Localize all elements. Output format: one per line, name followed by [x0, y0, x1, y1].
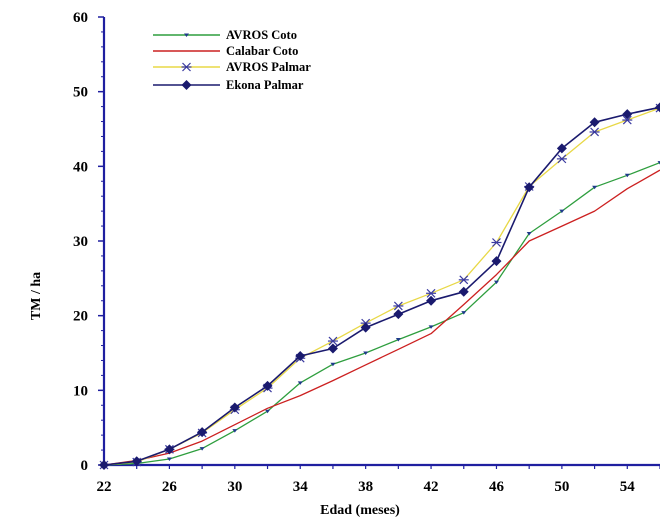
legend-item: Calabar Coto [153, 44, 298, 58]
data-point [624, 173, 630, 178]
data-point [181, 62, 192, 72]
data-point [166, 457, 172, 462]
data-point [622, 109, 633, 120]
x-ticks: 22 26 30 34 38 42 46 50 54 [97, 465, 660, 495]
data-point [393, 309, 404, 320]
legend-label: AVROS Coto [226, 28, 297, 42]
data-point [592, 185, 598, 190]
y-tick-label: 40 [73, 159, 88, 175]
data-point [589, 117, 600, 128]
data-point [297, 381, 303, 385]
y-ticks: 0 10 20 30 40 50 60 [73, 10, 104, 474]
x-tick-label: 22 [97, 479, 112, 495]
y-tick-label: 50 [73, 85, 88, 101]
data-point [262, 380, 273, 391]
series-ekona-palmar [99, 102, 660, 470]
data-point [458, 275, 469, 285]
y-tick-label: 60 [73, 10, 88, 26]
data-point [229, 402, 240, 413]
legend-item: AVROS Palmar [153, 60, 311, 74]
data-point [491, 256, 502, 267]
legend: AVROS Coto Calabar Coto AVROS Palmar Ekona … [153, 28, 311, 92]
legend-item: Ekona Palmar [153, 78, 304, 92]
data-point [655, 102, 660, 113]
data-point [559, 209, 565, 214]
data-point [458, 286, 469, 297]
data-point [295, 350, 306, 361]
data-point [556, 143, 567, 154]
x-tick-label: 50 [554, 479, 569, 495]
data-point [556, 154, 567, 164]
data-point [428, 325, 434, 329]
x-tick-label: 46 [489, 479, 505, 495]
data-point [524, 182, 535, 193]
x-tick-label: 38 [358, 479, 373, 495]
x-tick-label: 26 [162, 479, 178, 495]
data-point [360, 322, 371, 333]
data-point [265, 409, 271, 414]
series-avros-coto [101, 161, 660, 467]
series-line [103, 169, 660, 466]
data-point [327, 336, 338, 346]
series-line [103, 107, 660, 466]
legend-item: AVROS Coto [153, 28, 297, 42]
data-point [131, 456, 142, 467]
data-point [363, 351, 369, 355]
data-point [426, 288, 437, 298]
data-point [491, 238, 502, 247]
y-tick-label: 0 [81, 458, 89, 474]
y-tick-label: 20 [73, 309, 88, 325]
data-point [589, 127, 600, 137]
data-point [184, 33, 189, 37]
data-point [181, 80, 192, 90]
series-line [103, 106, 660, 466]
y-tick-label: 30 [73, 234, 88, 250]
minor-ticks [101, 31, 104, 451]
data-point [164, 444, 175, 455]
data-point [330, 362, 336, 367]
data-point [327, 343, 338, 354]
data-point [461, 311, 467, 315]
x-tick-label: 54 [620, 479, 636, 495]
data-point [493, 280, 499, 285]
x-tick-label: 34 [293, 479, 309, 495]
y-tick-label: 10 [73, 383, 88, 399]
series-calabar-coto [103, 169, 660, 466]
data-point [199, 447, 205, 451]
data-point [99, 460, 109, 470]
legend-label: Ekona Palmar [226, 78, 304, 92]
x-axis-title: Edad (meses) [320, 503, 400, 518]
series-avros-palmar [99, 103, 660, 470]
data-point [426, 295, 437, 306]
data-point [197, 427, 208, 438]
data-point [622, 115, 633, 125]
x-tick-label: 42 [424, 479, 439, 495]
data-point [526, 232, 532, 236]
data-point [395, 338, 401, 342]
series-line [103, 161, 660, 466]
data-point [657, 161, 660, 165]
x-tick-label: 30 [227, 479, 242, 495]
data-point [232, 429, 238, 433]
legend-label: Calabar Coto [226, 44, 298, 58]
series-layer [99, 102, 660, 470]
data-point [393, 301, 404, 311]
legend-label: AVROS Palmar [226, 60, 311, 74]
y-axis-title: TM / ha [29, 272, 44, 320]
